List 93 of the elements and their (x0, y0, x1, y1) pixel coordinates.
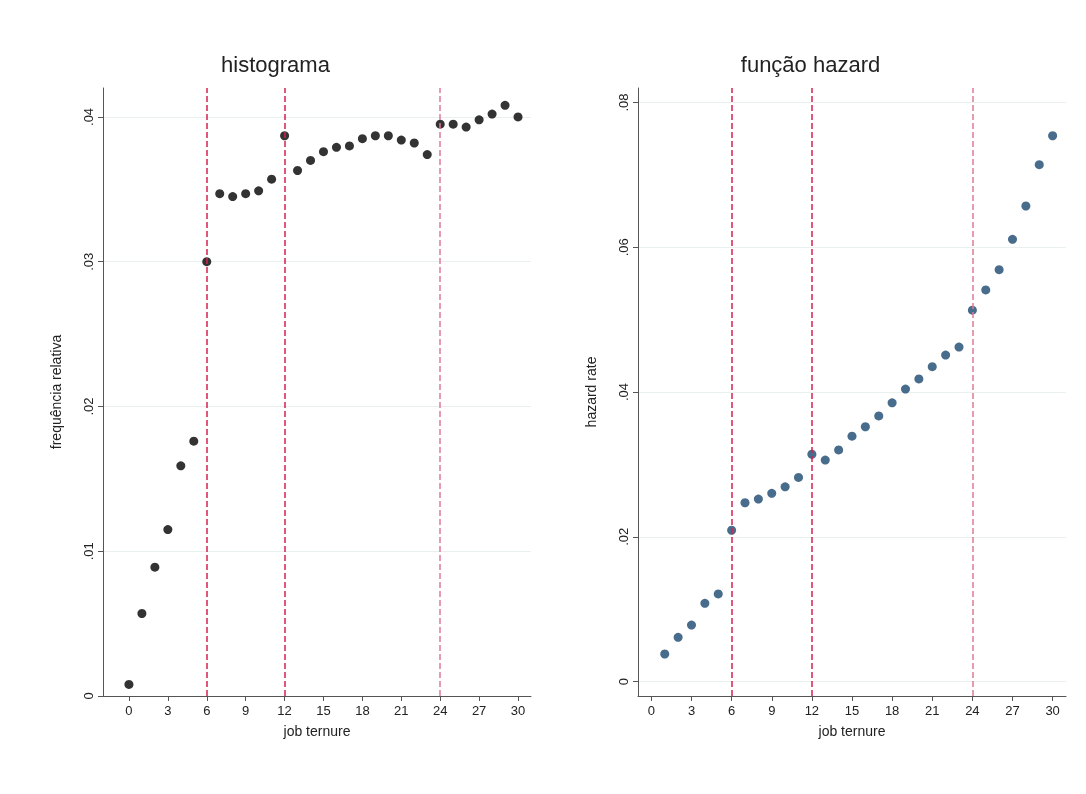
point (1021, 201, 1031, 211)
point (740, 498, 750, 508)
point (874, 411, 884, 421)
point (331, 142, 341, 152)
point (834, 445, 844, 455)
point (927, 362, 937, 372)
point (267, 174, 277, 184)
point (383, 131, 393, 141)
x-tick-label: 30 (1045, 703, 1060, 718)
x-tick-label: 12 (804, 703, 820, 718)
point (215, 189, 225, 199)
x-axis-title: job ternure (817, 723, 886, 739)
chart-title: histograma (221, 51, 331, 77)
x-tick-label: 15 (316, 703, 331, 718)
point (124, 679, 134, 689)
point (767, 488, 777, 498)
point (474, 115, 484, 125)
y-tick-label: .02 (616, 527, 631, 546)
point (293, 166, 303, 176)
point (306, 155, 316, 165)
x-tick-label: 21 (925, 703, 940, 718)
x-tick-label: 3 (687, 703, 696, 718)
x-tick-label: 18 (355, 703, 370, 718)
point (860, 422, 870, 432)
point (318, 147, 328, 157)
point (887, 398, 897, 408)
x-tick-label: 15 (844, 703, 860, 718)
x-tick-label: 0 (647, 703, 655, 718)
point (150, 562, 160, 572)
x-tick-label: 27 (471, 703, 487, 718)
chart-title: função hazard (740, 51, 881, 77)
x-axis-title: job ternure (282, 723, 351, 739)
x-tick-label: 9 (242, 703, 250, 718)
point (914, 374, 924, 384)
y-tick-label: 0 (616, 677, 631, 686)
x-tick-label: 6 (203, 703, 211, 718)
y-tick-label: 0 (81, 692, 96, 700)
y-tick-label: .01 (81, 542, 96, 561)
point (687, 620, 696, 630)
point (713, 589, 723, 599)
point (163, 525, 173, 535)
y-tick-label: .08 (616, 93, 631, 112)
y-tick-label: .04 (81, 107, 96, 126)
point (954, 342, 964, 352)
point (409, 138, 419, 148)
x-tick-label: 9 (768, 703, 776, 718)
point (1048, 131, 1058, 141)
y-tick-label: .04 (616, 382, 631, 402)
point (422, 150, 432, 160)
point (344, 141, 354, 151)
point (254, 186, 264, 196)
x-tick-label: 27 (1005, 703, 1020, 718)
x-tick-label: 30 (510, 703, 526, 718)
y-tick-label: .02 (81, 397, 96, 416)
point (357, 134, 367, 144)
point (448, 119, 458, 129)
point (1008, 234, 1017, 244)
x-tick-label: 18 (884, 703, 900, 718)
point (994, 265, 1004, 275)
point (660, 649, 670, 659)
point (461, 122, 471, 132)
y-axis-title: hazard rate (583, 356, 599, 428)
x-tick-label: 12 (277, 703, 292, 718)
x-tick-label: 24 (965, 703, 980, 718)
point (941, 350, 951, 360)
y-tick-label: .06 (616, 238, 631, 257)
point (370, 131, 380, 141)
x-tick-label: 24 (432, 703, 448, 718)
point (487, 109, 497, 119)
point (513, 112, 523, 122)
y-tick-label: .03 (81, 252, 96, 271)
point (176, 461, 186, 471)
point (981, 285, 991, 295)
point (241, 189, 251, 199)
point (753, 494, 763, 504)
x-tick-label: 21 (394, 703, 409, 718)
point (500, 100, 510, 110)
point (847, 431, 857, 441)
x-tick-label: 0 (125, 703, 133, 718)
point (901, 384, 910, 394)
point (700, 598, 710, 608)
point (228, 192, 238, 202)
x-tick-label: 3 (164, 703, 172, 718)
y-axis-title: frequência relativa (48, 334, 64, 450)
point (820, 455, 830, 465)
point (780, 482, 790, 492)
x-tick-label: 6 (728, 703, 736, 718)
point (673, 632, 683, 642)
point (189, 436, 199, 446)
point (137, 608, 147, 618)
point (794, 472, 803, 482)
point (396, 135, 406, 145)
point (1034, 160, 1044, 170)
